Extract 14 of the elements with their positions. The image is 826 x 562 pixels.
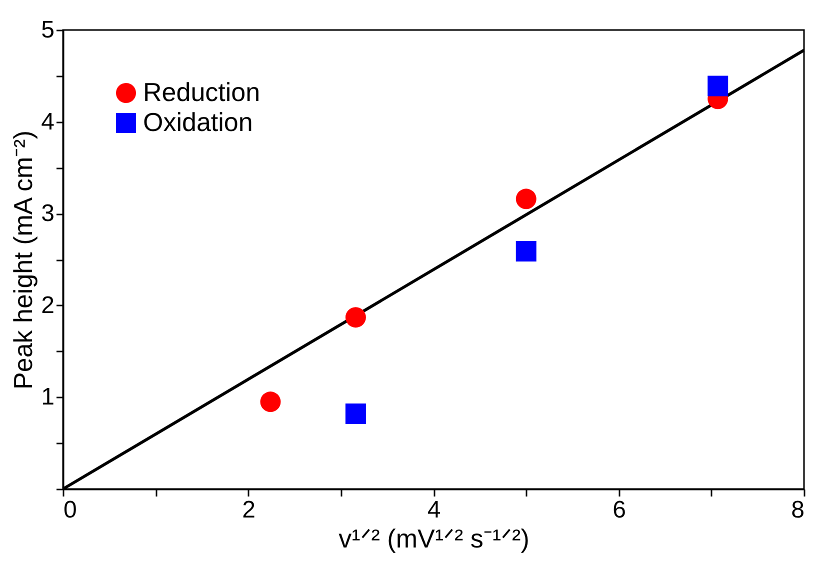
legend-label: Oxidation bbox=[143, 107, 253, 137]
legend-label: Reduction bbox=[143, 77, 260, 107]
y-tick-label: 3 bbox=[41, 200, 54, 228]
x-tick-label: 2 bbox=[242, 496, 256, 524]
x-tick-label: 8 bbox=[791, 496, 804, 524]
y-tick-label: 4 bbox=[41, 108, 54, 136]
y-tick-label: 1 bbox=[41, 384, 54, 411]
y-tick-label: 5 bbox=[41, 16, 54, 44]
x-tick-label: 0 bbox=[64, 496, 77, 524]
y-axis-title: Peak height (mA cm⁻²) bbox=[8, 130, 38, 390]
x-tick-label: 6 bbox=[612, 496, 626, 524]
x-tick-label: 4 bbox=[427, 496, 441, 524]
y-tick-label: 2 bbox=[41, 292, 54, 319]
x-axis-title: v¹ᐟ² (mV¹ᐟ² s⁻¹ᐟ²) bbox=[338, 524, 530, 554]
